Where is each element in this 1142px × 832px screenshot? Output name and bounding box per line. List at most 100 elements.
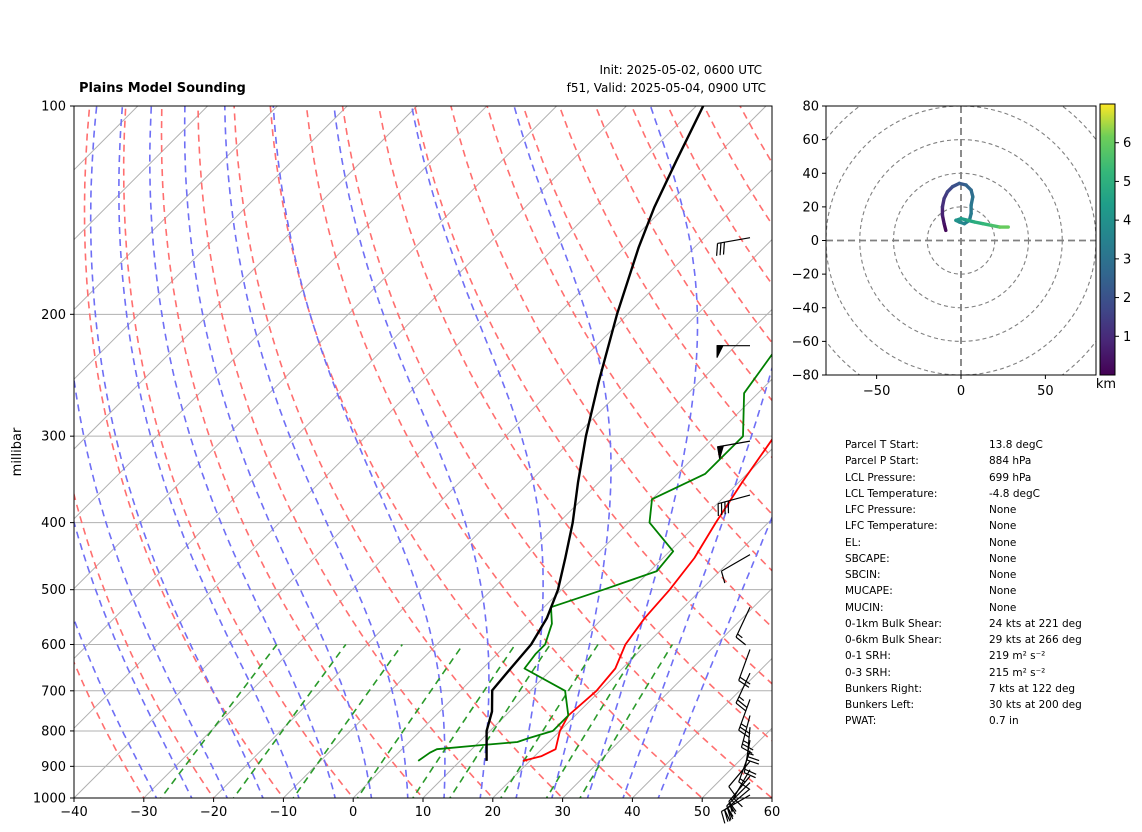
wind-barb (738, 750, 751, 790)
stat-label: Bunkers Left: (845, 699, 915, 711)
wind-barb (724, 788, 751, 822)
mixing-ratio-line (356, 644, 464, 798)
stat-label: LCL Pressure: (845, 471, 916, 484)
x-tick-label: 50 (694, 805, 711, 820)
x-tick-label: 10 (415, 805, 432, 820)
valid-time: f51, Valid: 2025-05-04, 0900 UTC (567, 81, 766, 95)
stat-row: LCL Temperature: -4.8 degC (845, 486, 1125, 502)
moist-adiabat (74, 617, 158, 798)
isotherm-line (74, 106, 348, 380)
stat-label: LFC Pressure: (845, 504, 916, 516)
stat-label: 0-1km Bulk Shear: (845, 617, 942, 630)
x-tick-label: 20 (485, 805, 502, 820)
stat-value: None (989, 536, 1017, 549)
moist-adiabat (410, 106, 544, 798)
stat-value: None (989, 601, 1017, 614)
dry-adiabat (83, 106, 285, 798)
stat-value: 884 hPa (989, 455, 1032, 468)
colorbar-tick-label: 1 (1123, 330, 1131, 345)
stat-row: LCL Pressure: 699 hPa (845, 470, 1125, 486)
stat-value: 29 kts at 266 deg (989, 634, 1082, 646)
isotherm-line (74, 106, 697, 729)
stat-row: PWAT: 0.7 in (845, 713, 1125, 729)
x-tick-label: −10 (270, 805, 297, 820)
y-tick-label: 100 (41, 100, 66, 115)
stat-value: 24 kts at 221 deg (989, 617, 1082, 630)
stat-value: 219 m² s⁻² (989, 650, 1046, 663)
y-axis-label: millibar (10, 427, 25, 476)
mixing-ratio-line (499, 644, 599, 798)
moist-adiabat (118, 106, 300, 798)
mixing-ratio-line (160, 644, 278, 798)
wind-barb (738, 649, 751, 688)
stat-row: 0-1 SRH: 219 m² s⁻² (845, 648, 1125, 664)
hodograph-x-tick-label: 50 (1037, 384, 1054, 399)
moist-adiabat (513, 106, 612, 798)
stat-label: MUCIN: (845, 601, 884, 614)
stat-value: 13.8 degC (989, 439, 1043, 451)
isotherm-line (74, 106, 558, 590)
y-tick-label: 500 (41, 583, 66, 598)
mixing-ratio-line (545, 644, 642, 798)
colorbar-tick-label: 3 (1123, 252, 1131, 267)
hodograph-y-tick-label: 40 (802, 167, 819, 182)
height-colorbar: 1 2 3 4 5 6 km (1096, 103, 1131, 392)
hodograph-y-tick-label: 80 (802, 100, 819, 115)
hodograph-y-tick-label: −80 (792, 369, 819, 384)
isotherm-line (282, 308, 772, 798)
isotherm-line (143, 169, 772, 798)
hodograph-y-tick-label: −20 (792, 268, 819, 283)
dry-adiabat (233, 106, 564, 798)
stat-row: LFC Temperature: None (845, 518, 1125, 534)
stat-value: 699 hPa (989, 471, 1032, 484)
moist-adiabat (183, 106, 373, 798)
wind-barb (740, 715, 754, 754)
x-tick-label: −20 (200, 805, 227, 820)
wind-barb (728, 760, 751, 797)
stat-value: 215 m² s⁻² (989, 666, 1046, 679)
stat-row: MUCIN: None (845, 600, 1125, 616)
stat-label: MUCAPE: (845, 585, 893, 598)
wind-barb (716, 440, 751, 459)
stat-row: 0-3 SRH: 215 m² s⁻² (845, 665, 1125, 681)
moist-adiabat (333, 106, 490, 798)
y-tick-label: 1000 (33, 792, 66, 807)
stat-value: None (989, 504, 1017, 516)
moist-adiabat (224, 106, 409, 798)
parcel-profile (485, 106, 705, 761)
mixing-ratio-line (232, 644, 347, 798)
y-tick-label: 600 (41, 638, 66, 653)
stat-row: 0-1km Bulk Shear: 24 kts at 221 deg (845, 616, 1125, 632)
stat-value: None (989, 569, 1017, 581)
isotherm-line (212, 238, 772, 798)
y-tick-label: 400 (41, 516, 66, 531)
hodograph-x-tick-label: −50 (863, 384, 890, 399)
stat-value: 30 kts at 200 deg (989, 699, 1082, 711)
x-tick-label: −30 (130, 805, 157, 820)
stat-label: SBCIN: (845, 569, 881, 581)
moist-adiabat (89, 106, 264, 798)
hodograph: −50 0 50 80 60 40 20 0 −20 −40 −60 −80 (792, 100, 1097, 399)
stat-label: EL: (845, 536, 862, 549)
isotherm-line (74, 106, 418, 450)
isotherm-line (74, 106, 767, 798)
stat-value: None (989, 520, 1017, 533)
stat-row: Parcel P Start: 884 hPa (845, 453, 1125, 469)
stat-row: Bunkers Right: 7 kts at 122 deg (845, 681, 1125, 697)
stat-label: Parcel T Start: (845, 439, 919, 451)
mixing-ratio-line (411, 644, 516, 798)
isotherm-line (492, 518, 772, 798)
dry-adiabat (594, 106, 772, 402)
chart-title: Plains Model Sounding (79, 81, 246, 96)
stat-row: SBCAPE: None (845, 551, 1125, 567)
stat-value: None (989, 585, 1017, 598)
stat-value: 0.7 in (989, 715, 1019, 728)
y-tick-label: 800 (41, 724, 66, 739)
y-tick-label: 700 (41, 684, 66, 699)
dry-adiabat (341, 106, 772, 798)
mixing-ratio-line (292, 644, 403, 798)
sounding-parameters-table: Parcel T Start: 13.8 degC Parcel P Start: 8… (845, 437, 1125, 730)
isotherm-line (74, 106, 628, 660)
colorbar-tick-label: 2 (1123, 291, 1131, 306)
hodograph-y-tick-label: −40 (792, 301, 819, 316)
